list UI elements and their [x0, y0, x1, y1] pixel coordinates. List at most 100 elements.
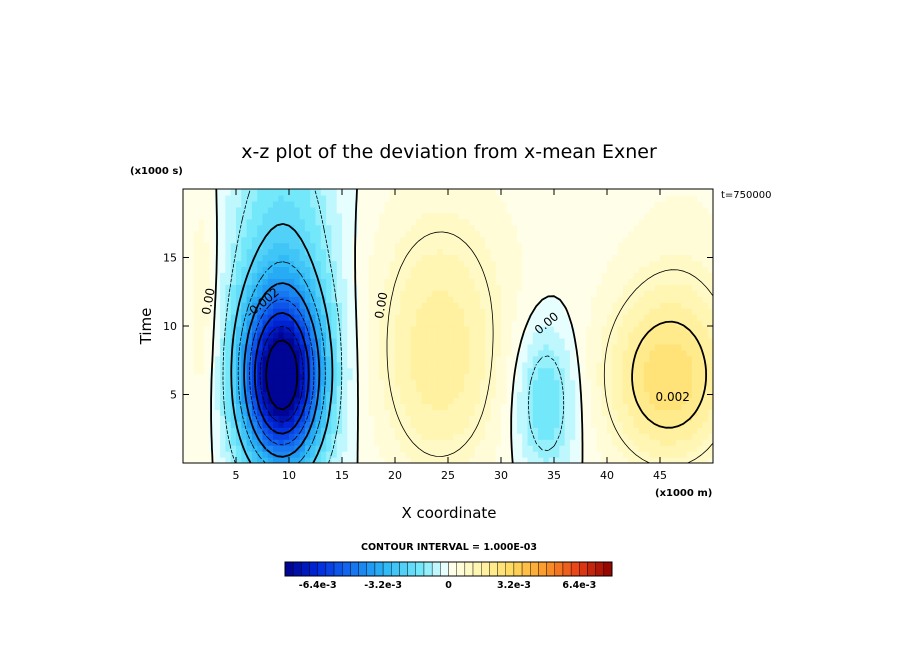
heatmap-cell [670, 278, 677, 285]
heatmap-cell [426, 296, 433, 303]
heatmap-cell [310, 266, 317, 273]
heatmap-cell [490, 296, 497, 303]
heatmap-cell [326, 296, 332, 303]
heatmap-cell [373, 284, 380, 291]
heatmap-cell [326, 361, 332, 369]
colorbar-swatch [554, 561, 564, 577]
heatmap-cell [596, 415, 603, 422]
heatmap-cell [628, 349, 635, 357]
heatmap-cell [342, 308, 348, 315]
colorbar-swatch [521, 561, 531, 577]
heatmap-cell [379, 278, 385, 285]
heatmap-cell [395, 272, 401, 279]
heatmap-cell [193, 206, 200, 214]
heatmap-cell [453, 403, 460, 410]
heatmap-cell [342, 349, 348, 357]
heatmap-cell [506, 331, 513, 339]
heatmap-cell [273, 236, 279, 244]
colorbar-swatch [423, 561, 433, 577]
heatmap-cell [607, 409, 613, 416]
heatmap-cell [649, 296, 656, 303]
heatmap-cell [538, 373, 544, 381]
heatmap-cell [395, 391, 401, 399]
heatmap-cell [453, 248, 460, 256]
heatmap-cell [262, 415, 269, 422]
heatmap-cell [198, 457, 205, 463]
heatmap-cell [686, 379, 693, 387]
heatmap-cell [357, 272, 364, 279]
heatmap-cell [347, 212, 354, 220]
heatmap-cell [691, 296, 698, 303]
heatmap-cell [628, 439, 635, 446]
heatmap-cell [204, 194, 211, 202]
heatmap-cell [193, 349, 200, 357]
heatmap-cell [527, 367, 534, 375]
heatmap-cell [416, 200, 423, 208]
heatmap-cell [188, 212, 195, 220]
heatmap-cell [278, 445, 285, 452]
heatmap-cell [511, 254, 518, 262]
heatmap-cell [220, 224, 226, 232]
heatmap-cell [580, 272, 587, 279]
heatmap-cell [326, 367, 332, 375]
heatmap-cell [686, 296, 693, 303]
heatmap-cell [670, 200, 677, 208]
heatmap-cell [511, 218, 518, 226]
heatmap-cell [193, 278, 200, 285]
heatmap-cell [543, 427, 550, 434]
heatmap-cell [501, 254, 507, 262]
heatmap-cell [654, 373, 661, 381]
heatmap-cell [649, 433, 656, 440]
heatmap-cell [654, 355, 661, 363]
heatmap-cell [638, 373, 645, 381]
heatmap-cell [490, 415, 497, 422]
heatmap-cell [511, 194, 518, 202]
heatmap-cell [294, 189, 301, 196]
heatmap-cell [410, 320, 417, 327]
heatmap-cell [230, 421, 237, 428]
heatmap-cell [278, 409, 285, 416]
heatmap-cell [267, 391, 274, 399]
heatmap-cell [585, 439, 592, 446]
heatmap-cell [564, 415, 571, 422]
heatmap-cell [405, 391, 412, 399]
heatmap-cell [458, 391, 465, 399]
heatmap-cell [511, 349, 518, 357]
heatmap-cell [548, 200, 555, 208]
heatmap-cell [347, 248, 354, 256]
heatmap-cell [368, 296, 375, 303]
heatmap-cell [511, 308, 518, 315]
heatmap-cell [442, 290, 449, 297]
heatmap-cell [289, 254, 295, 262]
heatmap-cell [410, 308, 417, 315]
heatmap-cell [554, 224, 560, 232]
heatmap-cell [188, 427, 195, 434]
heatmap-cell [241, 439, 248, 446]
heatmap-cell [416, 409, 423, 416]
heatmap-cell [548, 224, 555, 232]
heatmap-cell [363, 218, 370, 226]
heatmap-cell [188, 189, 195, 196]
heatmap-cell [336, 206, 343, 214]
heatmap-cell [373, 445, 380, 452]
heatmap-cell [532, 320, 539, 327]
heatmap-cell [559, 427, 566, 434]
heatmap-cell [347, 278, 354, 285]
heatmap-cell [379, 457, 385, 463]
heatmap-cell [273, 260, 279, 268]
heatmap-cell [342, 331, 348, 339]
heatmap-cell [607, 367, 613, 375]
heatmap-cell [278, 254, 285, 262]
heatmap-cell [617, 290, 624, 297]
colorbar-tick-label: 0 [445, 580, 452, 591]
heatmap-cell [262, 439, 269, 446]
heatmap-cell [198, 403, 205, 410]
heatmap-cell [638, 385, 645, 393]
heatmap-cell [702, 445, 709, 452]
heatmap-cell [474, 194, 481, 202]
heatmap-cell [612, 445, 619, 452]
heatmap-cell [283, 218, 290, 226]
heatmap-cell [564, 326, 571, 333]
heatmap-cell [198, 284, 205, 291]
heatmap-cell [527, 439, 534, 446]
